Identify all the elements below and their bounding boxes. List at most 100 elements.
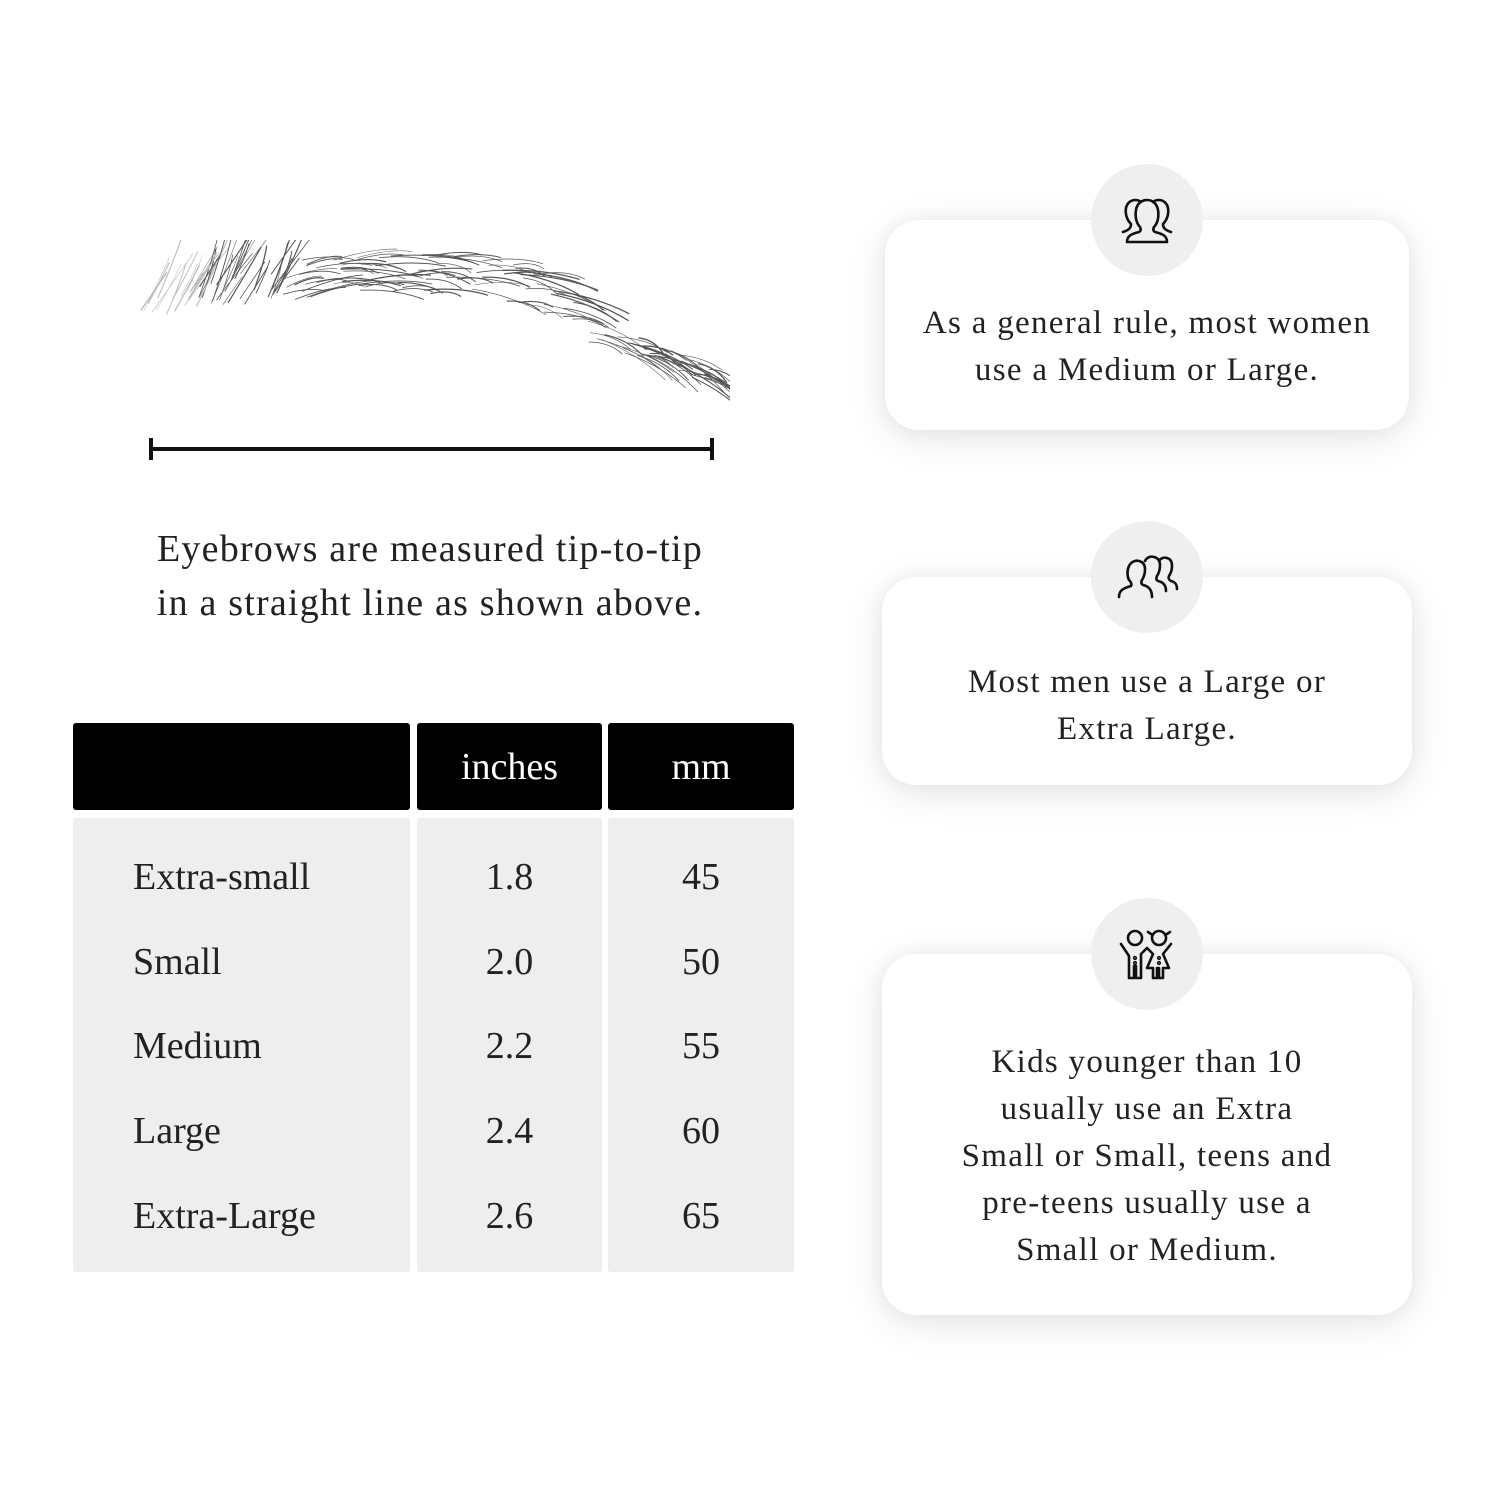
eyebrow-hair-stroke	[502, 269, 580, 280]
eyebrow-hair-stroke	[704, 373, 730, 387]
eyebrow-hair-stroke	[199, 254, 222, 288]
eyebrow-hair-stroke	[272, 257, 300, 295]
eyebrow-hair-stroke	[397, 282, 444, 294]
eyebrow-hair-stroke	[339, 258, 387, 264]
row-mm-value: 65	[682, 1195, 720, 1237]
eyebrow-hair-stroke	[590, 332, 632, 350]
mm-column	[608, 818, 794, 1272]
eyebrow-hair-stroke	[216, 252, 253, 301]
women-group-icon	[1091, 164, 1203, 276]
eyebrow-hair-stroke	[219, 254, 234, 301]
eyebrow-hair-stroke	[233, 240, 246, 274]
eyebrow-hair-stroke	[520, 274, 599, 291]
eyebrow-hair-stroke	[691, 376, 730, 401]
eyebrow-hair-stroke	[543, 303, 607, 329]
eyebrow-hair-stroke	[306, 255, 343, 265]
eyebrow-hair-stroke	[140, 272, 168, 311]
eyebrow-hair-stroke	[216, 240, 248, 286]
eyebrow-hair-stroke	[378, 256, 438, 264]
eyebrow-hair-stroke	[156, 264, 182, 311]
eyebrow-hair-stroke	[647, 354, 689, 381]
eyebrow-hair-stroke	[624, 352, 686, 389]
eyebrow-hair-stroke	[604, 334, 645, 357]
eyebrow-hair-stroke	[187, 272, 204, 300]
row-size-label: Extra-small	[133, 856, 311, 898]
eyebrow-hair-stroke	[244, 266, 269, 305]
eyebrow-hair-stroke	[358, 284, 398, 291]
eyebrow-hair-stroke	[563, 315, 604, 325]
eyebrow-hair-stroke	[513, 272, 580, 296]
eyebrow-hair-stroke	[151, 253, 194, 313]
eyebrow-hair-stroke	[340, 266, 379, 274]
row-mm-value: 45	[682, 856, 720, 898]
measurement-caption: Eyebrows are measured tip-to-tip in a st…	[156, 528, 704, 624]
eyebrow-hair-stroke	[380, 274, 424, 279]
eyebrow-hair-stroke	[709, 368, 730, 377]
eyebrow-hair-stroke	[525, 288, 567, 296]
eyebrow-hair-stroke	[147, 261, 170, 304]
women-card: As a general rule, most women use a Mediu…	[885, 220, 1409, 430]
eyebrow-hair-stroke	[343, 270, 406, 280]
eyebrow-hair-stroke	[417, 270, 448, 277]
eyebrow-hair-stroke	[638, 337, 665, 355]
eyebrow-hair-stroke	[294, 277, 325, 286]
eyebrow-hair-stroke	[316, 263, 373, 269]
eyebrow-hair-stroke	[361, 262, 407, 273]
row-mm-value: 60	[682, 1110, 720, 1152]
eyebrow-hair-stroke	[525, 304, 563, 319]
men-card: Most men use a Large or Extra Large.	[882, 577, 1412, 785]
eyebrow-hair-stroke	[173, 264, 201, 312]
eyebrow-hair-stroke	[690, 359, 730, 383]
row-inches-value: 1.8	[485, 856, 534, 898]
eyebrow-hair-stroke	[600, 339, 666, 381]
eyebrow-hair-stroke	[474, 282, 529, 287]
eyebrow-hair-stroke	[661, 357, 730, 399]
eyebrow-hair-stroke	[563, 307, 617, 329]
eyebrow-hair-stroke	[472, 288, 547, 315]
eyebrow-hair-stroke	[294, 286, 346, 300]
eyebrow-hair-stroke	[195, 240, 228, 307]
eyebrow-hair-stroke	[240, 240, 267, 274]
row-inches-value: 2.4	[485, 1110, 534, 1152]
eyebrow-hair-stroke	[664, 349, 700, 369]
row-inches-value: 2.2	[485, 1025, 534, 1067]
eyebrow-hair-stroke	[360, 289, 425, 300]
eyebrow-hair-stroke	[224, 240, 253, 292]
eyebrow-hair-stroke	[456, 255, 503, 262]
eyebrow-hair-stroke	[255, 259, 271, 294]
eyebrow-hair-stroke	[390, 254, 470, 262]
eyebrow-hair-stroke	[533, 272, 599, 292]
kids-card: Kids younger than 10 usually use an Extr…	[882, 954, 1412, 1315]
eyebrow-hair-stroke	[270, 240, 297, 275]
eyebrow-hair-stroke	[402, 285, 438, 291]
eyebrow-hair-stroke	[522, 277, 559, 295]
eyebrow-hair-stroke	[488, 264, 531, 274]
eyebrow-hair-stroke	[286, 275, 322, 288]
eyebrow-hair-stroke	[543, 272, 586, 280]
row-mm-value: 50	[682, 941, 720, 983]
eyebrow-hair-stroke	[440, 271, 476, 283]
eyebrow-hair-stroke	[212, 240, 232, 302]
eyebrow-hair-stroke	[355, 253, 404, 261]
eyebrow-hair-stroke	[704, 376, 730, 393]
header-mm: mm	[608, 723, 794, 810]
eyebrow-hair-stroke	[166, 263, 187, 315]
eyebrow-hair-stroke	[180, 263, 199, 297]
eyebrow-hair-stroke	[276, 240, 302, 294]
eyebrow-hair-stroke	[588, 341, 623, 355]
eyebrow-hair-stroke	[637, 355, 680, 382]
eyebrow-hair-stroke	[512, 263, 544, 269]
eyebrow-hair-stroke	[424, 288, 489, 296]
header-size	[73, 723, 410, 810]
eyebrow-hair-stroke	[282, 268, 338, 280]
eyebrow-hair-stroke	[563, 291, 604, 311]
eyebrow-hair-stroke	[550, 293, 620, 323]
eyebrow-hair-stroke	[482, 276, 531, 288]
eyebrow-hair-stroke	[428, 256, 502, 268]
eyebrow-hair-stroke	[267, 240, 290, 298]
kids-icon	[1091, 898, 1203, 1010]
eyebrow-hair-stroke	[223, 255, 239, 289]
eyebrow-illustration	[140, 240, 730, 401]
eyebrow-hair-stroke	[306, 280, 373, 298]
eyebrow-hair-stroke	[421, 254, 480, 266]
